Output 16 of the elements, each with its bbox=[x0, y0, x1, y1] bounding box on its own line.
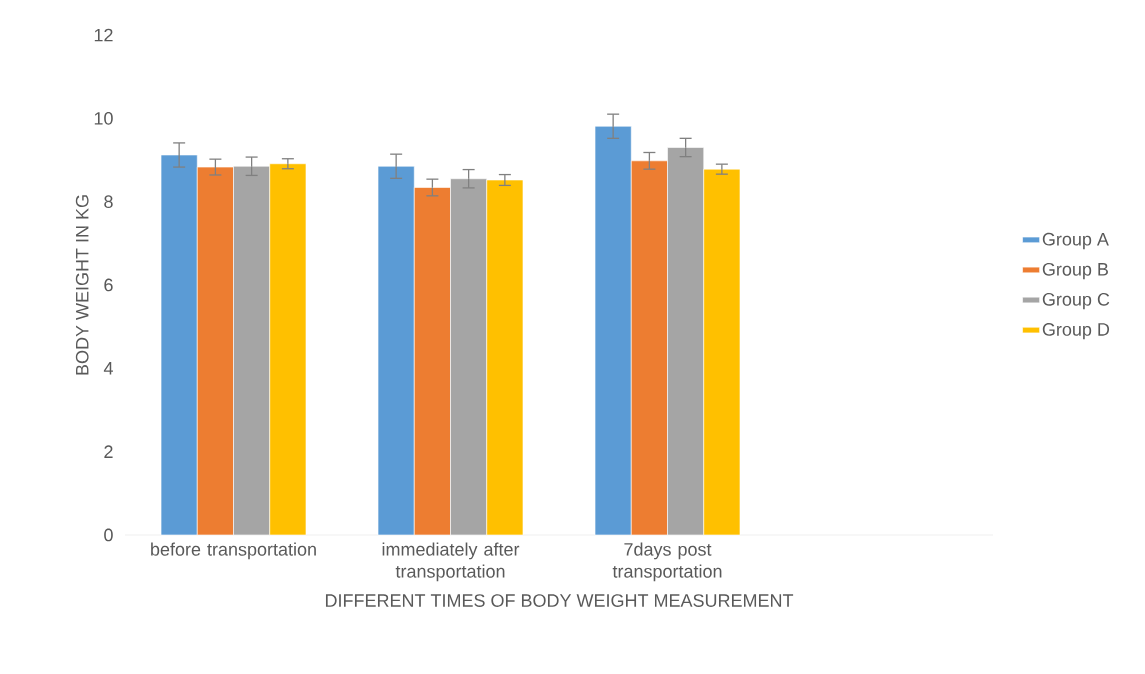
y-tick-label: 6 bbox=[104, 278, 113, 292]
y-tick-label: 10 bbox=[94, 111, 113, 125]
x-tick-label: 7days post transportation bbox=[612, 542, 722, 582]
y-tick-label: 4 bbox=[103, 362, 113, 375]
legend-label: Group C bbox=[1042, 292, 1110, 310]
x-tick-label: immediately after transportation bbox=[382, 542, 520, 582]
y-tick-label: 2 bbox=[104, 445, 113, 458]
y-tick-label: 12 bbox=[94, 28, 113, 42]
y-tick-label: 0 bbox=[104, 528, 113, 542]
y-tick-label: 8 bbox=[104, 195, 113, 209]
x-tick-label: before transportation bbox=[151, 542, 316, 560]
x-axis-title: DIFFERENT TIMES OF BODY WEIGHT MEASUREMENT bbox=[325, 594, 794, 607]
legend-label: Group D bbox=[1042, 323, 1110, 340]
legend-label: Group A bbox=[1042, 232, 1109, 250]
legend-label: Group B bbox=[1042, 262, 1108, 280]
y-axis-title: BODY WEIGHT IN KG bbox=[75, 195, 89, 375]
